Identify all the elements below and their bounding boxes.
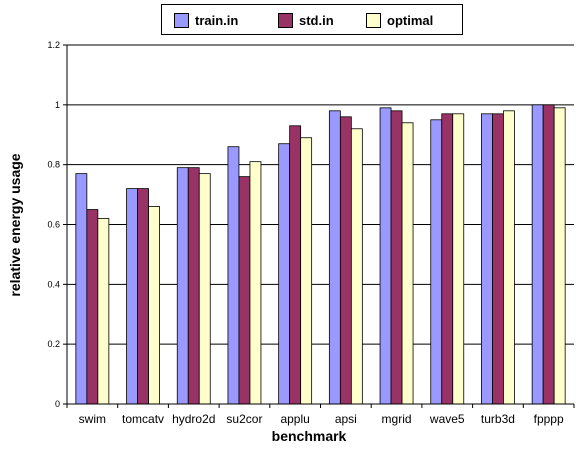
bar-optimal-swim: [97, 218, 110, 405]
bar-train-in-su2cor: [227, 146, 240, 405]
x-tick-label-fpppp: fpppp: [534, 412, 564, 426]
legend-item-train-in: train.in: [174, 11, 238, 29]
y-tick-label: 1.2: [47, 40, 60, 50]
chart-legend: train.in std.in optimal: [161, 4, 463, 35]
y-tick-label: 0.8: [47, 160, 60, 170]
bar-std-in-tomcatv: [137, 188, 149, 405]
legend-label-std-in: std.in: [299, 12, 334, 28]
y-tick-label: 1: [55, 100, 60, 110]
bar-optimal-hydro2d: [198, 173, 211, 405]
bar-std-in-hydro2d: [187, 167, 200, 405]
bars: [75, 104, 566, 405]
x-tick-label-apsi: apsi: [335, 412, 357, 426]
bar-train-in-tomcatv: [126, 188, 138, 405]
bar-train-in-fpppp: [531, 104, 544, 405]
bar-train-in-wave5: [430, 119, 443, 405]
bar-std-in-swim: [86, 209, 99, 405]
bar-std-in-apsi: [339, 116, 352, 405]
bar-optimal-su2cor: [249, 161, 262, 405]
bar-std-in-fpppp: [542, 104, 555, 405]
y-tick-label: 0: [55, 399, 60, 409]
x-tick-label-swim: swim: [79, 412, 106, 426]
bar-optimal-apsi: [350, 128, 363, 405]
legend-item-optimal: optimal: [366, 11, 433, 29]
legend-swatch-std-in: [278, 12, 293, 28]
bar-std-in-applu: [289, 125, 302, 405]
bar-train-in-applu: [278, 143, 291, 405]
x-tick-label-turb3d: turb3d: [481, 412, 515, 426]
x-axis-title: benchmark: [272, 428, 347, 444]
legend-item-std-in: std.in: [278, 11, 334, 29]
bar-optimal-mgrid: [401, 122, 414, 405]
legend-label-train-in: train.in: [195, 12, 239, 28]
bar-optimal-tomcatv: [148, 206, 160, 405]
legend-swatch-optimal: [366, 12, 381, 28]
y-tick-label: 0.4: [47, 279, 60, 289]
x-tick-label-su2cor: su2cor: [226, 412, 262, 426]
bar-train-in-mgrid: [379, 107, 392, 405]
bar-optimal-fpppp: [553, 107, 566, 405]
x-tick-label-hydro2d: hydro2d: [172, 412, 215, 426]
axes: [63, 44, 575, 408]
bar-train-in-swim: [75, 173, 88, 405]
bar-train-in-turb3d: [481, 113, 493, 405]
bar-train-in-hydro2d: [176, 167, 189, 405]
bar-optimal-wave5: [452, 113, 465, 405]
legend-label-optimal: optimal: [387, 12, 434, 28]
bar-optimal-turb3d: [503, 110, 515, 405]
x-tick-label-tomcatv: tomcatv: [122, 412, 164, 426]
x-tick-label-mgrid: mgrid: [382, 412, 412, 426]
x-tick-label-applu: applu: [280, 412, 309, 426]
legend-swatch-train-in: [174, 12, 189, 28]
x-tick-label-wave5: wave5: [429, 412, 465, 426]
y-tick-label: 0.6: [47, 220, 60, 230]
bar-train-in-apsi: [328, 110, 341, 405]
bar-std-in-wave5: [441, 113, 454, 405]
bar-optimal-applu: [300, 137, 313, 405]
y-tick-label: 0.2: [47, 339, 60, 349]
y-axis-title: relative energy usage: [7, 153, 23, 296]
bar-std-in-su2cor: [238, 176, 251, 405]
bar-std-in-mgrid: [390, 110, 403, 405]
bar-std-in-turb3d: [492, 113, 504, 405]
tick-labels: 0 0.2 0.4 0.6 0.8 1 1.2 swim tomcatv hydro2d su2co…: [47, 40, 564, 426]
